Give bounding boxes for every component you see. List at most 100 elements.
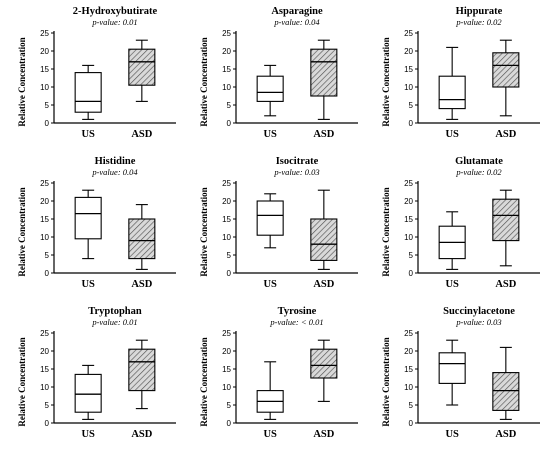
x-tick-label: ASD xyxy=(313,279,334,290)
y-tick-label: 10 xyxy=(40,83,49,92)
box-asd xyxy=(128,339,156,410)
y-tick-label: 25 xyxy=(404,329,413,338)
box-us xyxy=(256,361,284,420)
box-us xyxy=(74,364,102,420)
x-tick-label: US xyxy=(445,279,459,290)
chart-panel: Histidine p-value: 0.04 0 5 10 15 20 25 Relative… xyxy=(8,152,188,297)
y-axis-label: Relative Concentration xyxy=(199,337,209,426)
x-tick-label: US xyxy=(263,129,277,140)
box-us xyxy=(256,64,284,117)
y-tick-label: 25 xyxy=(222,29,231,38)
chart-subtitle: p-value: 0.04 xyxy=(273,17,320,27)
chart-subtitle: p-value: 0.01 xyxy=(91,317,137,327)
box-body xyxy=(74,196,102,240)
x-tick-label: ASD xyxy=(131,429,152,440)
y-axis-label: Relative Concentration xyxy=(17,187,27,276)
y-tick-label: 10 xyxy=(222,233,231,242)
x-tick-label: US xyxy=(263,279,277,290)
y-tick-label: 5 xyxy=(45,101,50,110)
chart-title: Isocitrate xyxy=(276,156,319,167)
x-tick-label: ASD xyxy=(131,279,152,290)
chart-title: Hippurate xyxy=(456,6,503,17)
y-axis-label: Relative Concentration xyxy=(199,187,209,276)
chart-title: Glutamate xyxy=(455,156,503,167)
y-tick-label: 25 xyxy=(40,29,49,38)
chart-panel: Hippurate p-value: 0.02 0 5 10 15 20 25 Relative… xyxy=(372,2,550,147)
y-tick-label: 10 xyxy=(222,83,231,92)
y-tick-label: 10 xyxy=(404,233,413,242)
y-tick-label: 5 xyxy=(227,101,232,110)
box-body xyxy=(492,52,520,88)
y-axis-label: Relative Concentration xyxy=(17,37,27,126)
box-asd xyxy=(128,204,156,270)
box-body xyxy=(310,348,338,379)
x-tick-label: ASD xyxy=(495,129,516,140)
y-tick-label: 5 xyxy=(409,401,414,410)
y-tick-label: 10 xyxy=(40,233,49,242)
box-asd xyxy=(310,39,338,120)
box-body xyxy=(128,218,156,260)
box-us xyxy=(438,46,466,120)
box-asd xyxy=(492,39,520,117)
y-tick-label: 15 xyxy=(222,215,231,224)
y-tick-label: 0 xyxy=(409,419,414,428)
y-tick-label: 25 xyxy=(404,179,413,188)
chart-title: 2-Hydroxybutirate xyxy=(73,6,158,17)
chart-title: Tyrosine xyxy=(278,306,317,317)
chart-panel: Glutamate p-value: 0.02 0 5 10 15 20 25 Relative… xyxy=(372,152,550,297)
y-tick-label: 0 xyxy=(227,419,232,428)
box-body xyxy=(128,48,156,86)
y-tick-label: 5 xyxy=(409,101,414,110)
x-tick-label: ASD xyxy=(495,279,516,290)
y-tick-label: 0 xyxy=(45,269,50,278)
y-tick-label: 20 xyxy=(222,347,231,356)
y-tick-label: 15 xyxy=(222,365,231,374)
chart-subtitle: p-value: 0.03 xyxy=(273,167,319,177)
box-body xyxy=(310,48,338,97)
box-body xyxy=(128,348,156,392)
box-us xyxy=(74,64,102,120)
box-asd xyxy=(310,189,338,270)
chart-title: Succinylacetone xyxy=(443,306,515,317)
box-asd xyxy=(128,39,156,102)
y-tick-label: 0 xyxy=(409,119,414,128)
chart-title: Tryptophan xyxy=(88,306,142,317)
y-axis-label: Relative Concentration xyxy=(381,187,391,276)
y-tick-label: 20 xyxy=(40,347,49,356)
y-tick-label: 10 xyxy=(40,383,49,392)
y-tick-label: 15 xyxy=(404,215,413,224)
y-tick-label: 10 xyxy=(222,383,231,392)
y-axis-label: Relative Concentration xyxy=(17,337,27,426)
x-tick-label: US xyxy=(445,129,459,140)
chart-subtitle: p-value: 0.01 xyxy=(91,17,137,27)
y-tick-label: 5 xyxy=(227,251,232,260)
y-tick-label: 25 xyxy=(222,329,231,338)
box-body xyxy=(256,200,284,236)
x-tick-label: ASD xyxy=(495,429,516,440)
y-tick-label: 0 xyxy=(409,269,414,278)
y-axis-label: Relative Concentration xyxy=(199,37,209,126)
chart-panel: Isocitrate p-value: 0.03 0 5 10 15 20 25 Relativ… xyxy=(190,152,370,297)
y-tick-label: 15 xyxy=(222,65,231,74)
box-body xyxy=(74,72,102,113)
chart-subtitle: p-value: < 0.01 xyxy=(269,317,323,327)
x-tick-label: US xyxy=(81,279,95,290)
chart-panel: 2-Hydroxybutirate p-value: 0.01 0 5 10 15 20 25… xyxy=(8,2,188,147)
x-tick-label: ASD xyxy=(313,129,334,140)
y-tick-label: 20 xyxy=(404,47,413,56)
y-tick-label: 10 xyxy=(404,83,413,92)
box-us xyxy=(438,211,466,270)
box-us xyxy=(256,193,284,249)
chart-subtitle: p-value: 0.02 xyxy=(455,167,502,177)
y-tick-label: 0 xyxy=(45,119,50,128)
y-tick-label: 15 xyxy=(404,365,413,374)
